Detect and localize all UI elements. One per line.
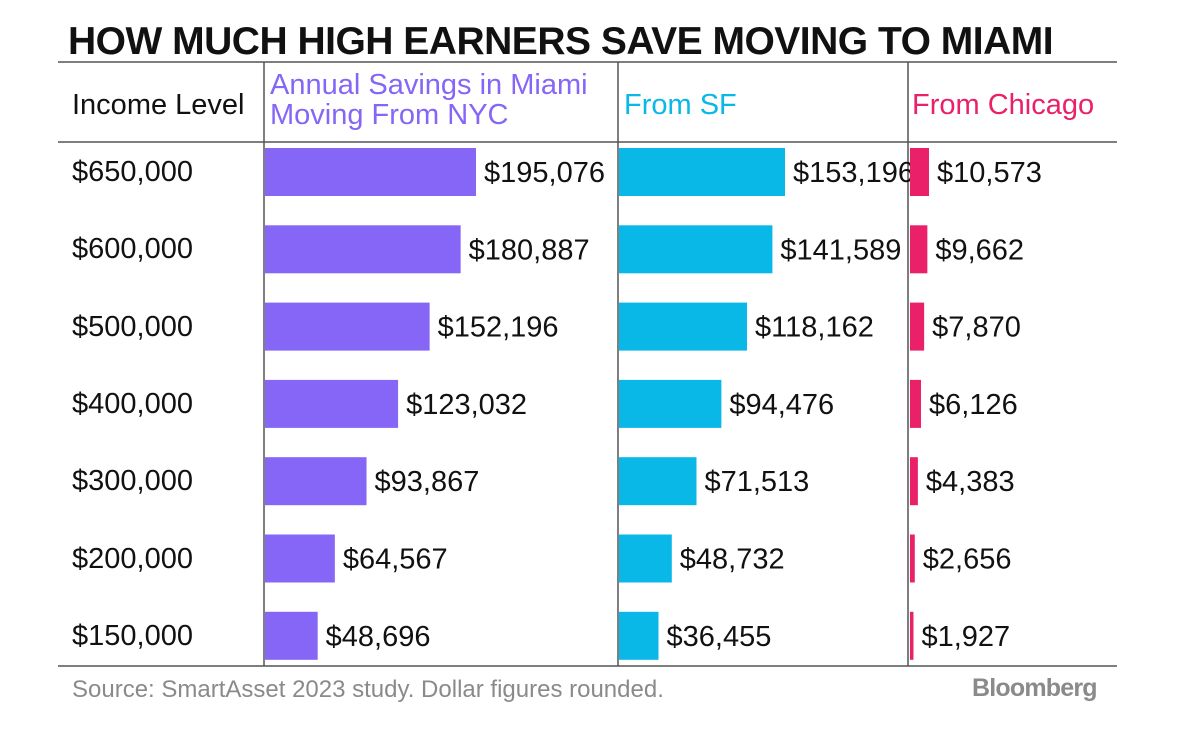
value-label-chicago: $9,662 [935,234,1024,266]
value-label-sf: $141,589 [780,234,901,266]
bar-sf [619,302,748,351]
bar-nyc [265,457,367,506]
header-from-chicago: From Chicago [912,89,1095,121]
value-label-nyc: $48,696 [326,621,431,653]
value-label-chicago: $7,870 [932,312,1021,344]
value-label-nyc: $180,887 [469,234,590,266]
bar-nyc [265,148,476,196]
source-note: Source: SmartAsset 2023 study. Dollar fi… [72,676,664,703]
header-from-nyc: Annual Savings in Miami Moving From NYC [270,70,588,130]
bar-nyc [265,534,335,583]
income-level-label: $150,000 [72,619,193,652]
value-label-sf: $118,162 [755,312,874,344]
bar-chicago [910,457,918,506]
header-from-sf: From SF [624,89,737,121]
income-level-label: $300,000 [72,465,193,498]
bar-chicago [910,148,929,196]
bar-chicago [910,611,914,660]
header-income-level: Income Level [72,89,245,121]
bar-sf [619,148,785,196]
bar-sf [619,611,659,660]
bar-nyc [265,379,399,428]
value-label-chicago: $1,927 [921,621,1010,653]
bloomberg-logo: Bloomberg [972,674,1098,702]
value-label-sf: $48,732 [680,544,785,576]
income-level-label: $500,000 [72,310,193,343]
value-label-sf: $36,455 [667,621,772,653]
bar-chicago [910,534,915,583]
bar-sf [619,534,672,583]
value-label-nyc: $123,032 [406,389,527,421]
value-label-chicago: $10,573 [937,157,1042,189]
value-label-sf: $94,476 [729,389,834,421]
value-label-chicago: $2,656 [923,544,1012,576]
header-from-nyc-line-2: Moving From NYC [270,99,509,131]
value-label-nyc: $195,076 [484,157,605,189]
bar-sf [619,457,697,506]
value-label-chicago: $4,383 [926,466,1015,498]
income-level-label: $600,000 [72,233,193,266]
value-label-nyc: $64,567 [343,544,448,576]
chart-title: HOW MUCH HIGH EARNERS SAVE MOVING TO MIA… [68,20,1054,63]
income-level-label: $200,000 [72,542,193,575]
bar-chicago [910,379,922,428]
bar-sf [619,379,722,428]
value-label-sf: $71,513 [704,466,809,498]
bar-nyc [265,302,430,351]
bar-chicago [910,225,928,274]
bar-nyc [265,611,318,660]
value-label-nyc: $152,196 [438,312,559,344]
value-label-nyc: $93,867 [375,466,480,498]
header-from-nyc-line-1: Annual Savings in Miami [270,69,588,101]
bar-sf [619,225,773,274]
bar-nyc [265,225,461,274]
value-label-sf: $153,196 [793,157,914,189]
value-label-chicago: $6,126 [929,389,1018,421]
bar-chicago [910,302,925,351]
income-level-label: $400,000 [72,387,193,420]
income-level-label: $650,000 [72,156,193,188]
